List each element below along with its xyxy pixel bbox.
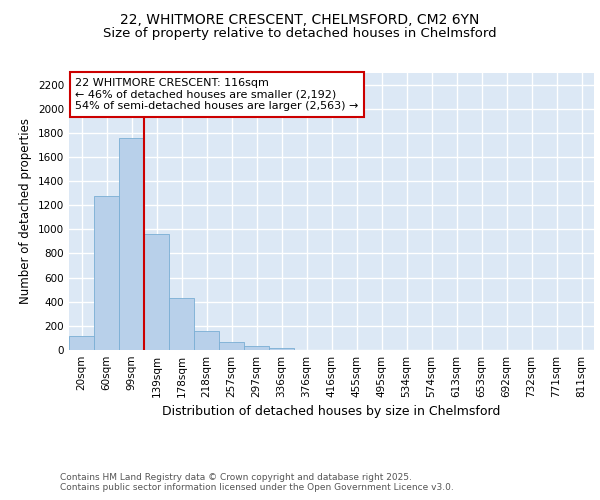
Bar <box>244 346 269 350</box>
Bar <box>69 336 94 350</box>
X-axis label: Distribution of detached houses by size in Chelmsford: Distribution of detached houses by size … <box>163 406 500 418</box>
Text: Size of property relative to detached houses in Chelmsford: Size of property relative to detached ho… <box>103 28 497 40</box>
Bar <box>144 234 169 350</box>
Bar <box>194 332 219 350</box>
Bar <box>269 348 294 350</box>
Bar <box>219 342 244 350</box>
Bar <box>119 138 144 350</box>
Bar <box>94 196 119 350</box>
Text: Contains HM Land Registry data © Crown copyright and database right 2025.
Contai: Contains HM Land Registry data © Crown c… <box>60 472 454 492</box>
Y-axis label: Number of detached properties: Number of detached properties <box>19 118 32 304</box>
Text: 22 WHITMORE CRESCENT: 116sqm
← 46% of detached houses are smaller (2,192)
54% of: 22 WHITMORE CRESCENT: 116sqm ← 46% of de… <box>75 78 359 111</box>
Bar <box>169 298 194 350</box>
Text: 22, WHITMORE CRESCENT, CHELMSFORD, CM2 6YN: 22, WHITMORE CRESCENT, CHELMSFORD, CM2 6… <box>121 12 479 26</box>
